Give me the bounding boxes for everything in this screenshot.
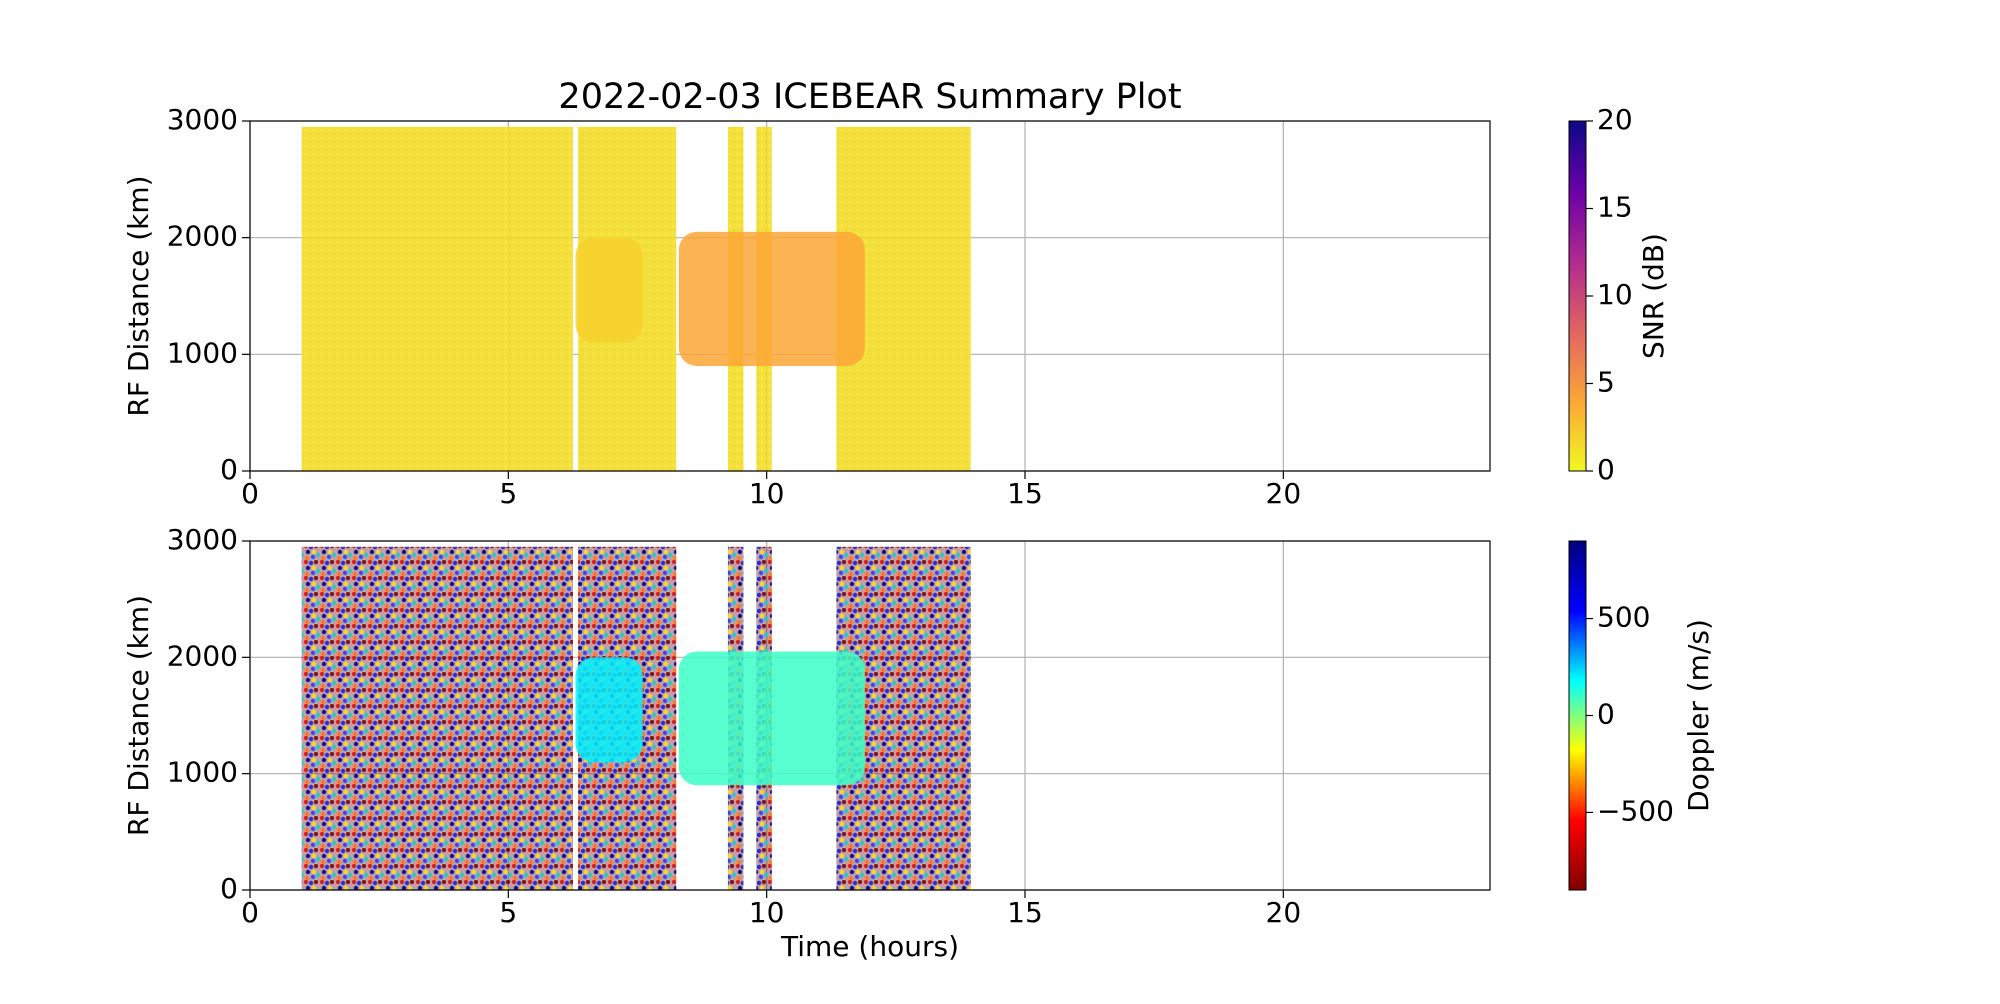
colorbar-tick-label: 10 — [1597, 278, 1633, 311]
x-tick-label: 20 — [1266, 896, 1302, 929]
echo-region — [678, 651, 865, 786]
colorbar-tick-label: 0 — [1597, 698, 1615, 731]
echo-region — [678, 231, 865, 366]
y-axis-label: RF Distance (km) — [122, 175, 155, 416]
echo-region — [575, 657, 643, 763]
x-tick-label: 0 — [241, 896, 259, 929]
echo-region — [575, 237, 643, 343]
y-tick-label: 0 — [220, 872, 238, 905]
y-tick-label: 1000 — [167, 756, 238, 789]
x-axis-label: Time (hours) — [780, 930, 959, 963]
y-tick-label: 0 — [220, 453, 238, 486]
chart-title: 2022-02-03 ICEBEAR Summary Plot — [558, 77, 1181, 117]
colorbar — [1568, 540, 1587, 891]
colorbar-tick-label: 0 — [1597, 453, 1615, 486]
x-tick-label: 15 — [1007, 477, 1043, 510]
y-tick-label: 3000 — [167, 103, 238, 136]
x-tick-label: 0 — [241, 477, 259, 510]
colorbar-label: SNR (dB) — [1637, 233, 1670, 359]
y-tick-label: 3000 — [167, 523, 238, 556]
noise-region — [301, 126, 573, 471]
x-tick-label: 10 — [749, 896, 785, 929]
x-tick-label: 5 — [499, 477, 517, 510]
colorbar — [1568, 120, 1587, 472]
colorbar-tick-label: −500 — [1597, 794, 1674, 827]
y-tick-label: 2000 — [167, 639, 238, 672]
colorbar-label: Doppler (m/s) — [1682, 619, 1715, 812]
y-tick-label: 2000 — [167, 220, 238, 253]
x-tick-label: 5 — [499, 896, 517, 929]
x-tick-label: 10 — [749, 477, 785, 510]
colorbar-tick-label: 15 — [1597, 191, 1633, 224]
axes-frame — [249, 540, 1491, 891]
noise-region — [301, 546, 573, 890]
y-axis-label: RF Distance (km) — [122, 595, 155, 836]
axes-frame — [249, 120, 1491, 472]
colorbar-tick-label: 5 — [1597, 366, 1615, 399]
y-tick-label: 1000 — [167, 336, 238, 369]
x-tick-label: 20 — [1266, 477, 1302, 510]
colorbar-tick-label: 500 — [1597, 601, 1650, 634]
colorbar-tick-label: 20 — [1597, 103, 1633, 136]
x-tick-label: 15 — [1007, 896, 1043, 929]
